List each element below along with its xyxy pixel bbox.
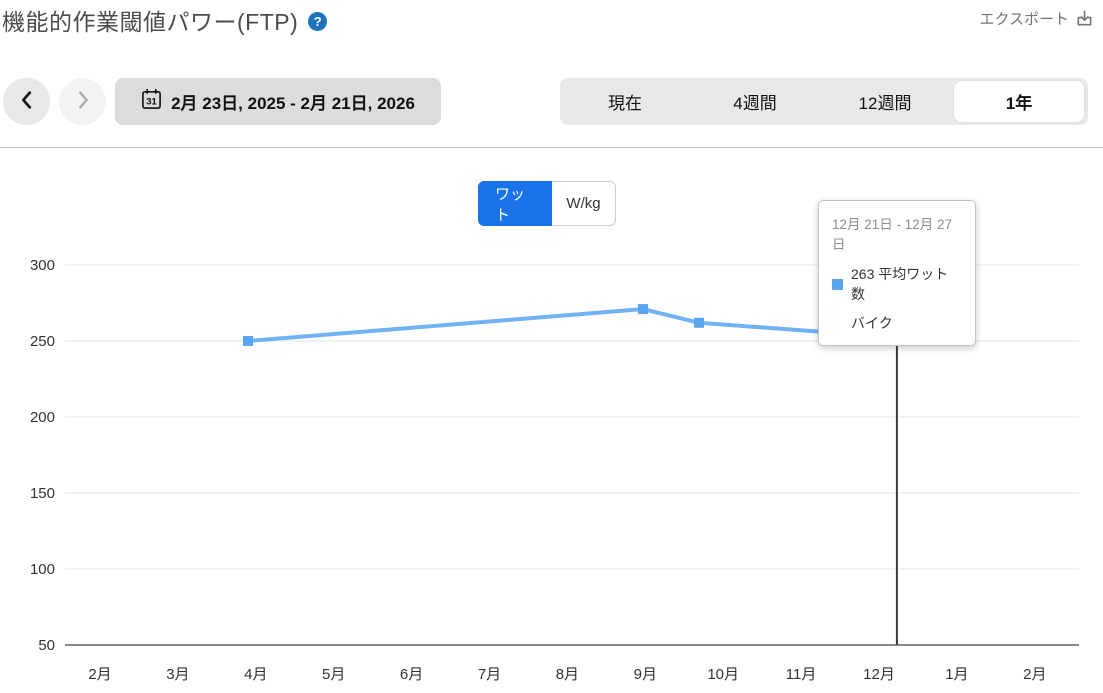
ftp-line [246,307,899,343]
calendar-icon: 31 [141,88,162,115]
time-range-tabs: 現在 4週間 12週間 1年 [560,78,1088,125]
page-title: 機能的作業閾値パワー(FTP) [2,9,299,35]
chart-tooltip: 12月 21日 - 12月 27日 263 平均ワット数 バイク [818,200,976,346]
y-axis-label: 50 [38,637,55,654]
y-axis-label: 250 [30,333,55,350]
x-axis-label: 2月 [1023,666,1046,683]
next-period-button[interactable] [59,78,106,125]
y-axis-label: 300 [30,257,55,274]
download-icon [1076,10,1093,27]
date-range-picker[interactable]: 31 2月 23日, 2025 - 2月 21日, 2026 [115,78,441,125]
y-axis-label: 200 [30,409,55,426]
x-axis-label: 10月 [707,666,739,683]
unit-watts-button[interactable]: ワット [478,181,552,226]
x-axis-label: 12月 [863,666,895,683]
page-header: 機能的作業閾値パワー(FTP) ? [2,3,328,37]
tab-1-year[interactable]: 1年 [954,81,1084,122]
svg-text:31: 31 [146,97,157,108]
chevron-left-icon [16,89,38,114]
x-axis-label: 7月 [478,666,501,683]
y-axis-label: 150 [30,485,55,502]
x-axis-label: 5月 [322,666,345,683]
chart-nav-row: 31 2月 23日, 2025 - 2月 21日, 2026 現在 4週間 12… [0,78,1103,125]
x-axis-label: 8月 [556,666,579,683]
tab-current[interactable]: 現在 [608,94,642,113]
x-axis-label: 9月 [634,666,657,683]
date-range-label: 2月 23日, 2025 - 2月 21日, 2026 [171,94,415,113]
y-axis-label: 100 [30,561,55,578]
x-axis-label: 6月 [400,666,423,683]
chevron-right-icon [72,89,94,114]
unit-wkg-button[interactable]: W/kg [552,181,616,226]
tooltip-value: 263 平均ワット数 [851,266,949,302]
tab-12-weeks[interactable]: 12週間 [858,94,912,113]
prev-period-button[interactable] [3,78,50,125]
x-axis-label: 4月 [244,666,267,683]
help-icon[interactable]: ? [308,12,328,31]
unit-toggle: ワット W/kg [478,181,616,226]
tooltip-activity: バイク [851,315,893,331]
tab-4-weeks[interactable]: 4週間 [733,94,777,113]
export-button[interactable]: エクスポート [979,8,1093,29]
series-swatch-icon [832,278,843,290]
data-point-marker[interactable] [243,336,254,346]
tooltip-date-range: 12月 21日 - 12月 27日 [832,217,953,252]
data-point-marker[interactable] [694,317,705,328]
x-axis-label: 3月 [166,666,189,683]
section-divider [0,147,1103,148]
x-axis-label: 1月 [945,666,968,683]
x-axis-label: 2月 [88,666,111,683]
x-axis-label: 11月 [786,666,817,683]
data-point-marker[interactable] [637,304,648,315]
export-label: エクスポート [979,11,1069,28]
